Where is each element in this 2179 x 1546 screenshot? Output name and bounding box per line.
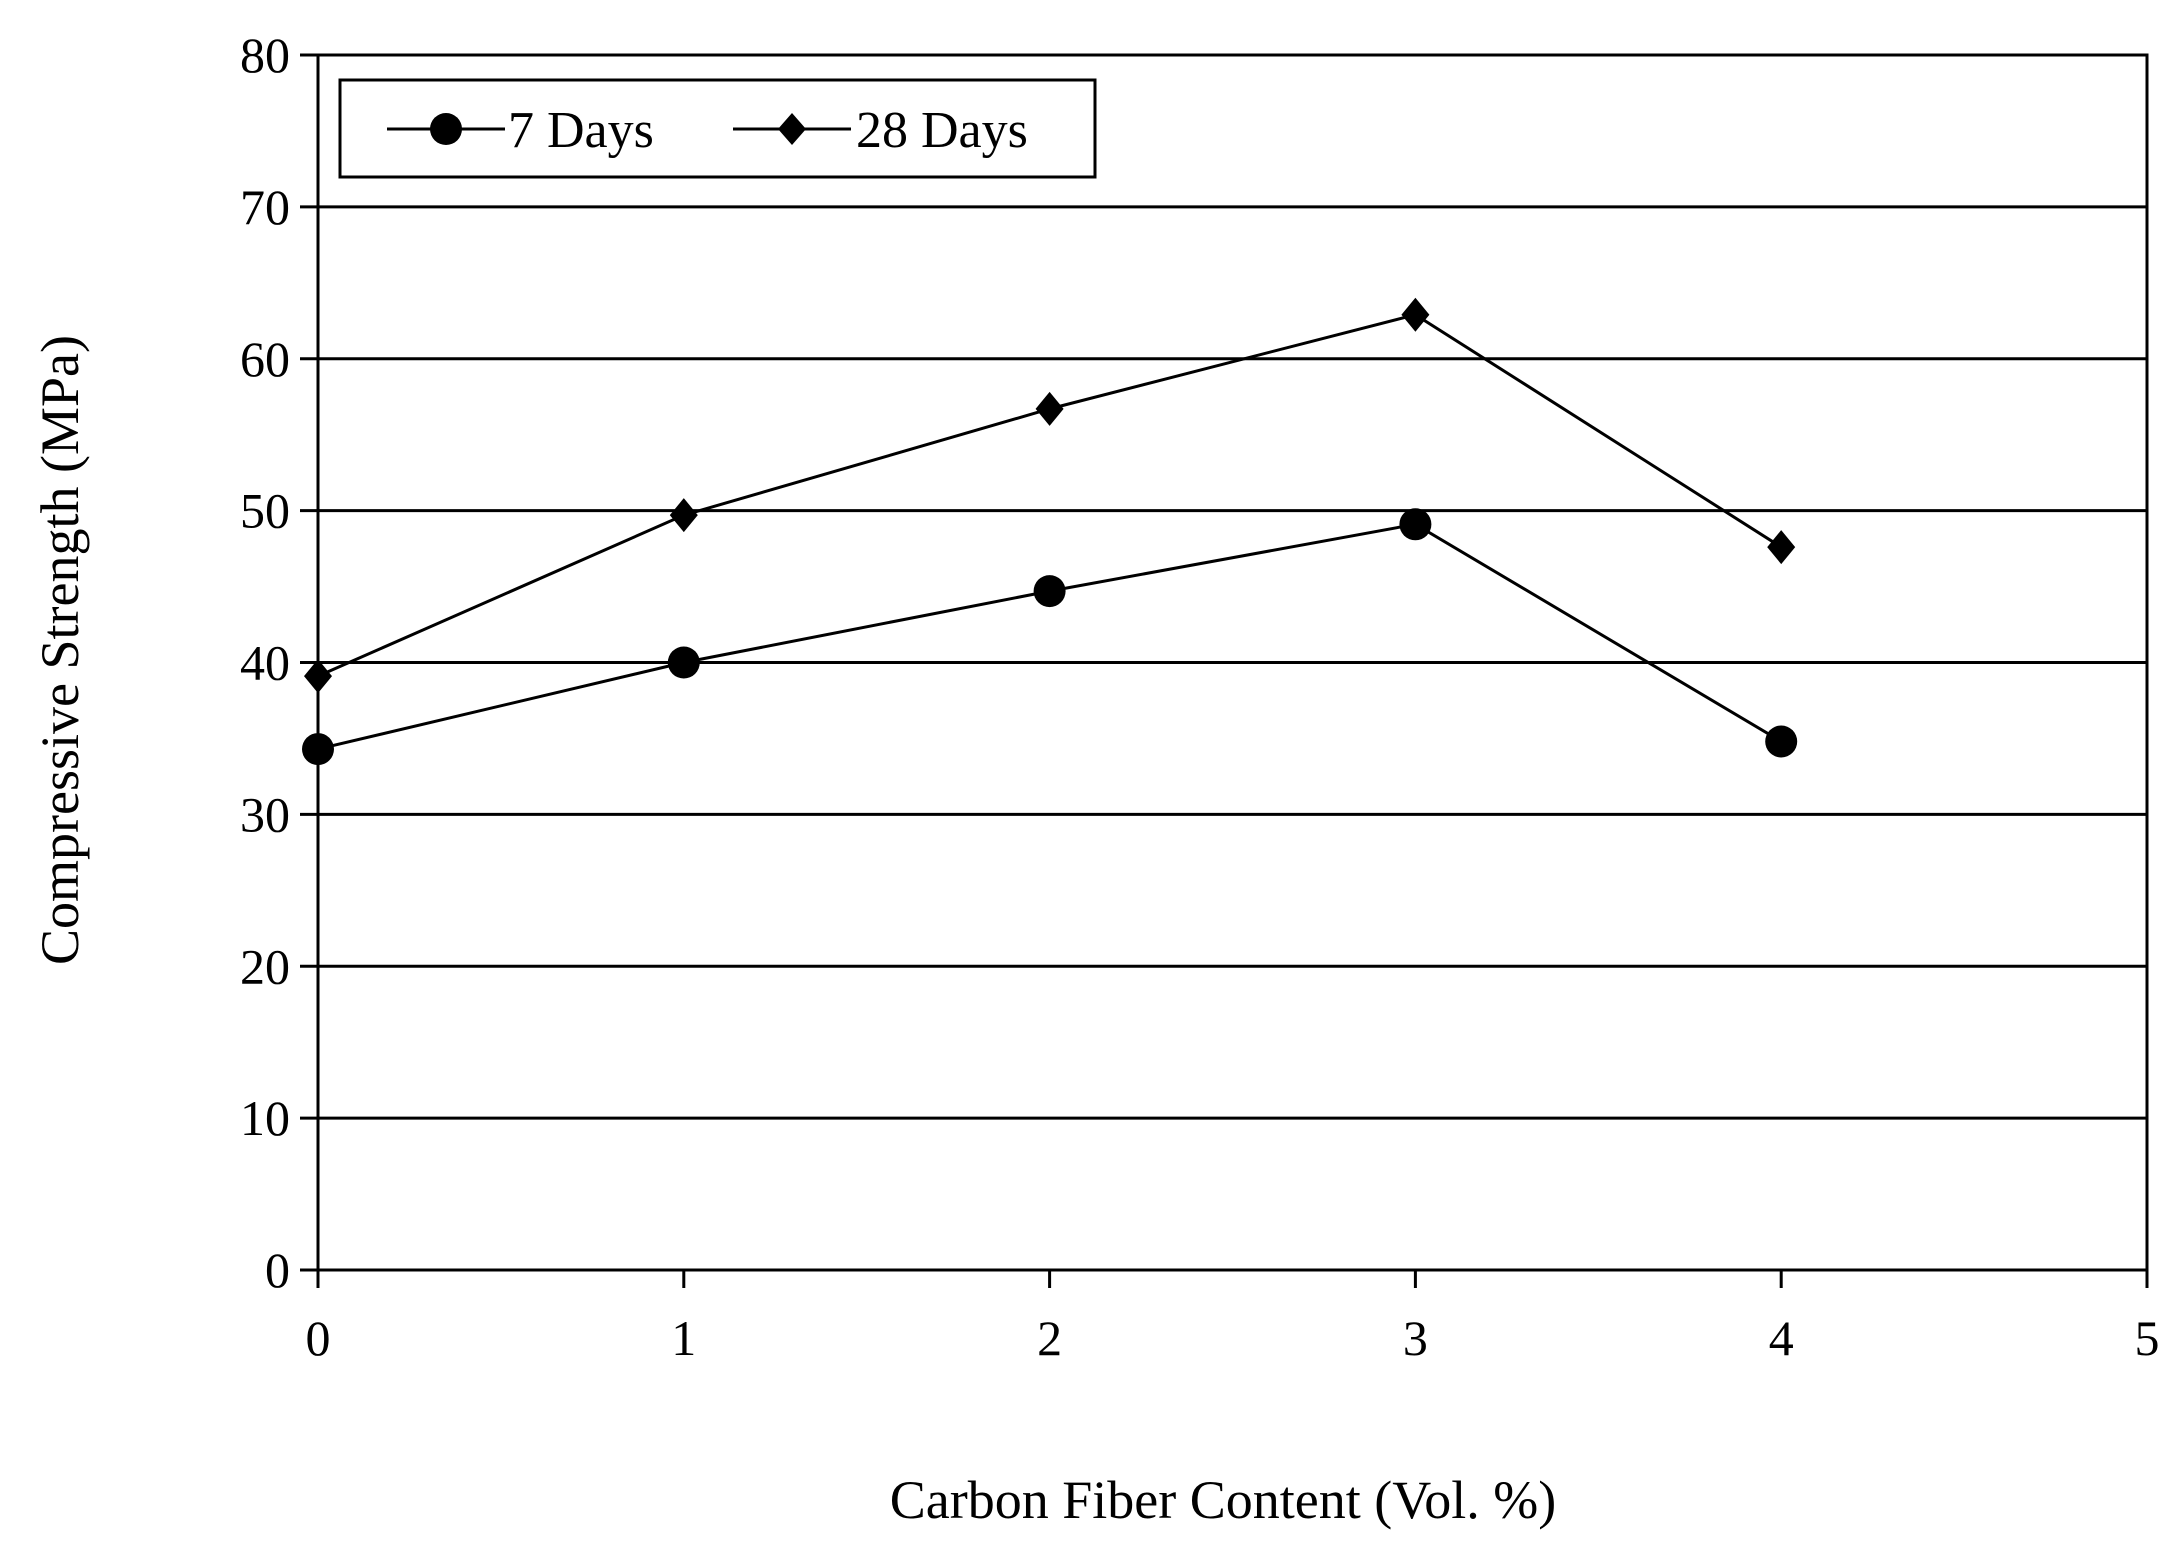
data-point-28-days [1035,391,1064,426]
data-point-28-days [304,659,332,694]
data-point-7-days [667,646,700,679]
data-point-7-days [1033,575,1066,608]
y-tick-label-80: 80 [240,27,290,83]
x-axis-label: Carbon Fiber Content (Vol. %) [890,1470,1556,1530]
x-tick-label-3: 3 [1403,1310,1428,1366]
x-tick-label-2: 2 [1037,1310,1062,1366]
data-point-28-days [1767,530,1796,565]
legend-label-28-days: 28 Days [856,102,1028,159]
y-tick-label-30: 30 [240,786,290,842]
legend-marker-diamond [778,113,806,145]
y-tick-label-40: 40 [240,635,290,691]
data-point-7-days [302,733,334,766]
series-group [302,297,1798,766]
y-tick-label-60: 60 [240,331,290,387]
legend-label-7-days: 7 Days [508,102,654,159]
data-point-7-days [1765,725,1798,758]
y-tick-label-0: 0 [265,1242,290,1298]
y-tick-label-10: 10 [240,1090,290,1146]
y-axis-label: Compressive Strength (MPa) [30,335,90,965]
data-point-28-days [669,498,698,533]
data-point-28-days [1401,297,1430,332]
y-tick-label-70: 70 [240,179,290,235]
y-tick-label-50: 50 [240,483,290,539]
x-tick-label-0: 0 [306,1310,331,1366]
y-tick-label-20: 20 [240,938,290,994]
x-tick-label-1: 1 [671,1310,696,1366]
legend: 7 Days 28 Days [338,78,1097,179]
data-point-7-days [1399,508,1432,541]
legend-marker-circle [430,113,462,145]
tick-labels: 0 10 20 30 40 50 60 70 80 0 1 2 3 4 5 [240,27,2160,1366]
x-tick-label-5: 5 [2135,1310,2160,1366]
x-tick-label-4: 4 [1769,1310,1794,1366]
